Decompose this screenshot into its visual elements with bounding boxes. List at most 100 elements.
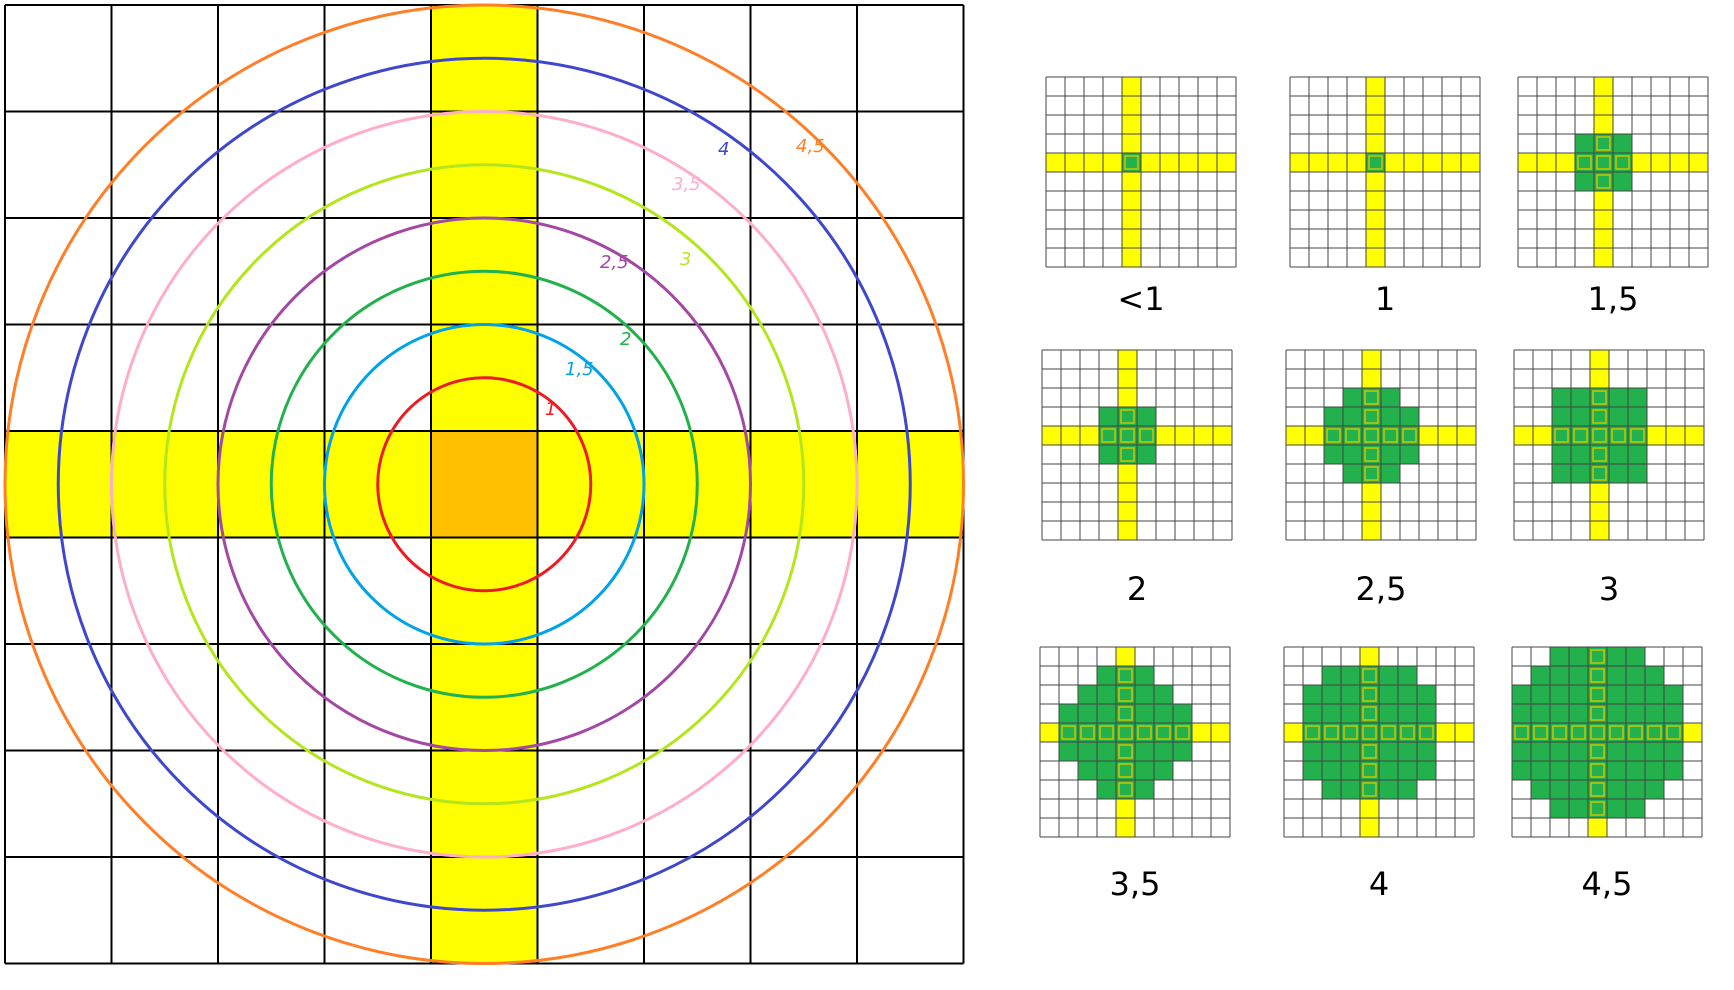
filled-cell [1379, 742, 1398, 761]
filled-cell [1360, 742, 1379, 761]
filled-cell [1078, 685, 1097, 704]
filled-cell [1550, 685, 1569, 704]
axis-marker [1139, 428, 1154, 443]
axis-cell [1594, 229, 1613, 248]
filled-cell [1512, 761, 1531, 780]
filled-cell [1645, 742, 1664, 761]
axis-cell [1347, 153, 1366, 172]
axis-marker [1364, 390, 1379, 405]
thumbnail-4: 4 [1283, 646, 1475, 903]
filled-cell [1398, 666, 1417, 685]
thumbnail-label: 4 [1369, 865, 1389, 903]
filled-cell [1588, 647, 1607, 666]
axis-cell [1116, 799, 1135, 818]
axis-cell [1366, 210, 1385, 229]
thumbnail-lt1: <1 [1045, 76, 1237, 318]
filled-cell [1550, 666, 1569, 685]
axis-marker [1596, 136, 1611, 151]
filled-cell [1099, 426, 1118, 445]
axis-cell [1423, 153, 1442, 172]
filled-cell [1607, 723, 1626, 742]
thumbnail-label: 4,5 [1582, 865, 1633, 903]
axis-marker [1596, 155, 1611, 170]
filled-cell [1531, 666, 1550, 685]
filled-cell [1303, 742, 1322, 761]
axis-marker [1592, 390, 1607, 405]
filled-cell [1569, 780, 1588, 799]
filled-cell [1381, 388, 1400, 407]
axis-cell [1122, 248, 1141, 267]
filled-cell [1552, 445, 1571, 464]
filled-cell [1118, 407, 1137, 426]
axis-cell [1118, 502, 1137, 521]
filled-cell [1099, 445, 1118, 464]
filled-cell [1360, 761, 1379, 780]
filled-cell [1417, 704, 1436, 723]
axis-marker [1514, 725, 1529, 740]
ring-label: 1 [545, 399, 556, 420]
axis-cell [1632, 153, 1651, 172]
axis-cell [1385, 153, 1404, 172]
filled-cell [1575, 153, 1594, 172]
filled-cell [1626, 647, 1645, 666]
axis-cell [1590, 483, 1609, 502]
filled-cell [1116, 761, 1135, 780]
axis-marker [1381, 725, 1396, 740]
axis-marker [1630, 428, 1645, 443]
axis-cell [1537, 153, 1556, 172]
filled-cell [1590, 407, 1609, 426]
axis-marker [1156, 725, 1171, 740]
axis-cell [1590, 369, 1609, 388]
filled-cell [1664, 761, 1683, 780]
filled-cell [1381, 445, 1400, 464]
axis-marker [1326, 428, 1341, 443]
filled-cell [1628, 426, 1647, 445]
axis-marker [1364, 466, 1379, 481]
thumbnail-label: <1 [1117, 280, 1164, 318]
thumbnail-1-5: 1,5 [1517, 76, 1709, 318]
axis-cell [1362, 521, 1381, 540]
axis-cell [1122, 172, 1141, 191]
filled-cell [1569, 704, 1588, 723]
filled-cell [1303, 685, 1322, 704]
filled-cell [1154, 742, 1173, 761]
axis-cell [1457, 426, 1476, 445]
filled-cell [1645, 780, 1664, 799]
axis-marker [1118, 782, 1133, 797]
ring-2-5 [216, 216, 752, 752]
filled-cell [1322, 666, 1341, 685]
axis-cell [1436, 723, 1455, 742]
filled-cell [1322, 723, 1341, 742]
axis-marker [1400, 725, 1415, 740]
thumbnail-4-5: 4,5 [1511, 646, 1703, 903]
axis-marker [1592, 428, 1607, 443]
filled-cell [1154, 685, 1173, 704]
filled-cell [1512, 742, 1531, 761]
filled-cell [1626, 761, 1645, 780]
axis-cell [1198, 153, 1217, 172]
axis-cell [1360, 818, 1379, 837]
filled-cell [1590, 445, 1609, 464]
filled-cell [1135, 666, 1154, 685]
axis-cell [1518, 153, 1537, 172]
axis-cell [1419, 426, 1438, 445]
axis-marker [1402, 428, 1417, 443]
axis-marker [1368, 155, 1383, 170]
axis-marker [1590, 782, 1605, 797]
filled-cell [1097, 685, 1116, 704]
axis-marker [1118, 668, 1133, 683]
axis-marker [1120, 409, 1135, 424]
axis-cell [1141, 153, 1160, 172]
axis-cell [1455, 723, 1474, 742]
axis-cell [1116, 818, 1135, 837]
filled-cell [1613, 134, 1632, 153]
filled-cell [1531, 780, 1550, 799]
thumbnail-3: 3 [1513, 349, 1705, 608]
axis-cell [1122, 191, 1141, 210]
filled-cell [1322, 704, 1341, 723]
main-circle-grid [3, 3, 965, 965]
filled-cell [1360, 780, 1379, 799]
filled-cell [1588, 685, 1607, 704]
filled-cell [1341, 723, 1360, 742]
axis-cell [1366, 134, 1385, 153]
